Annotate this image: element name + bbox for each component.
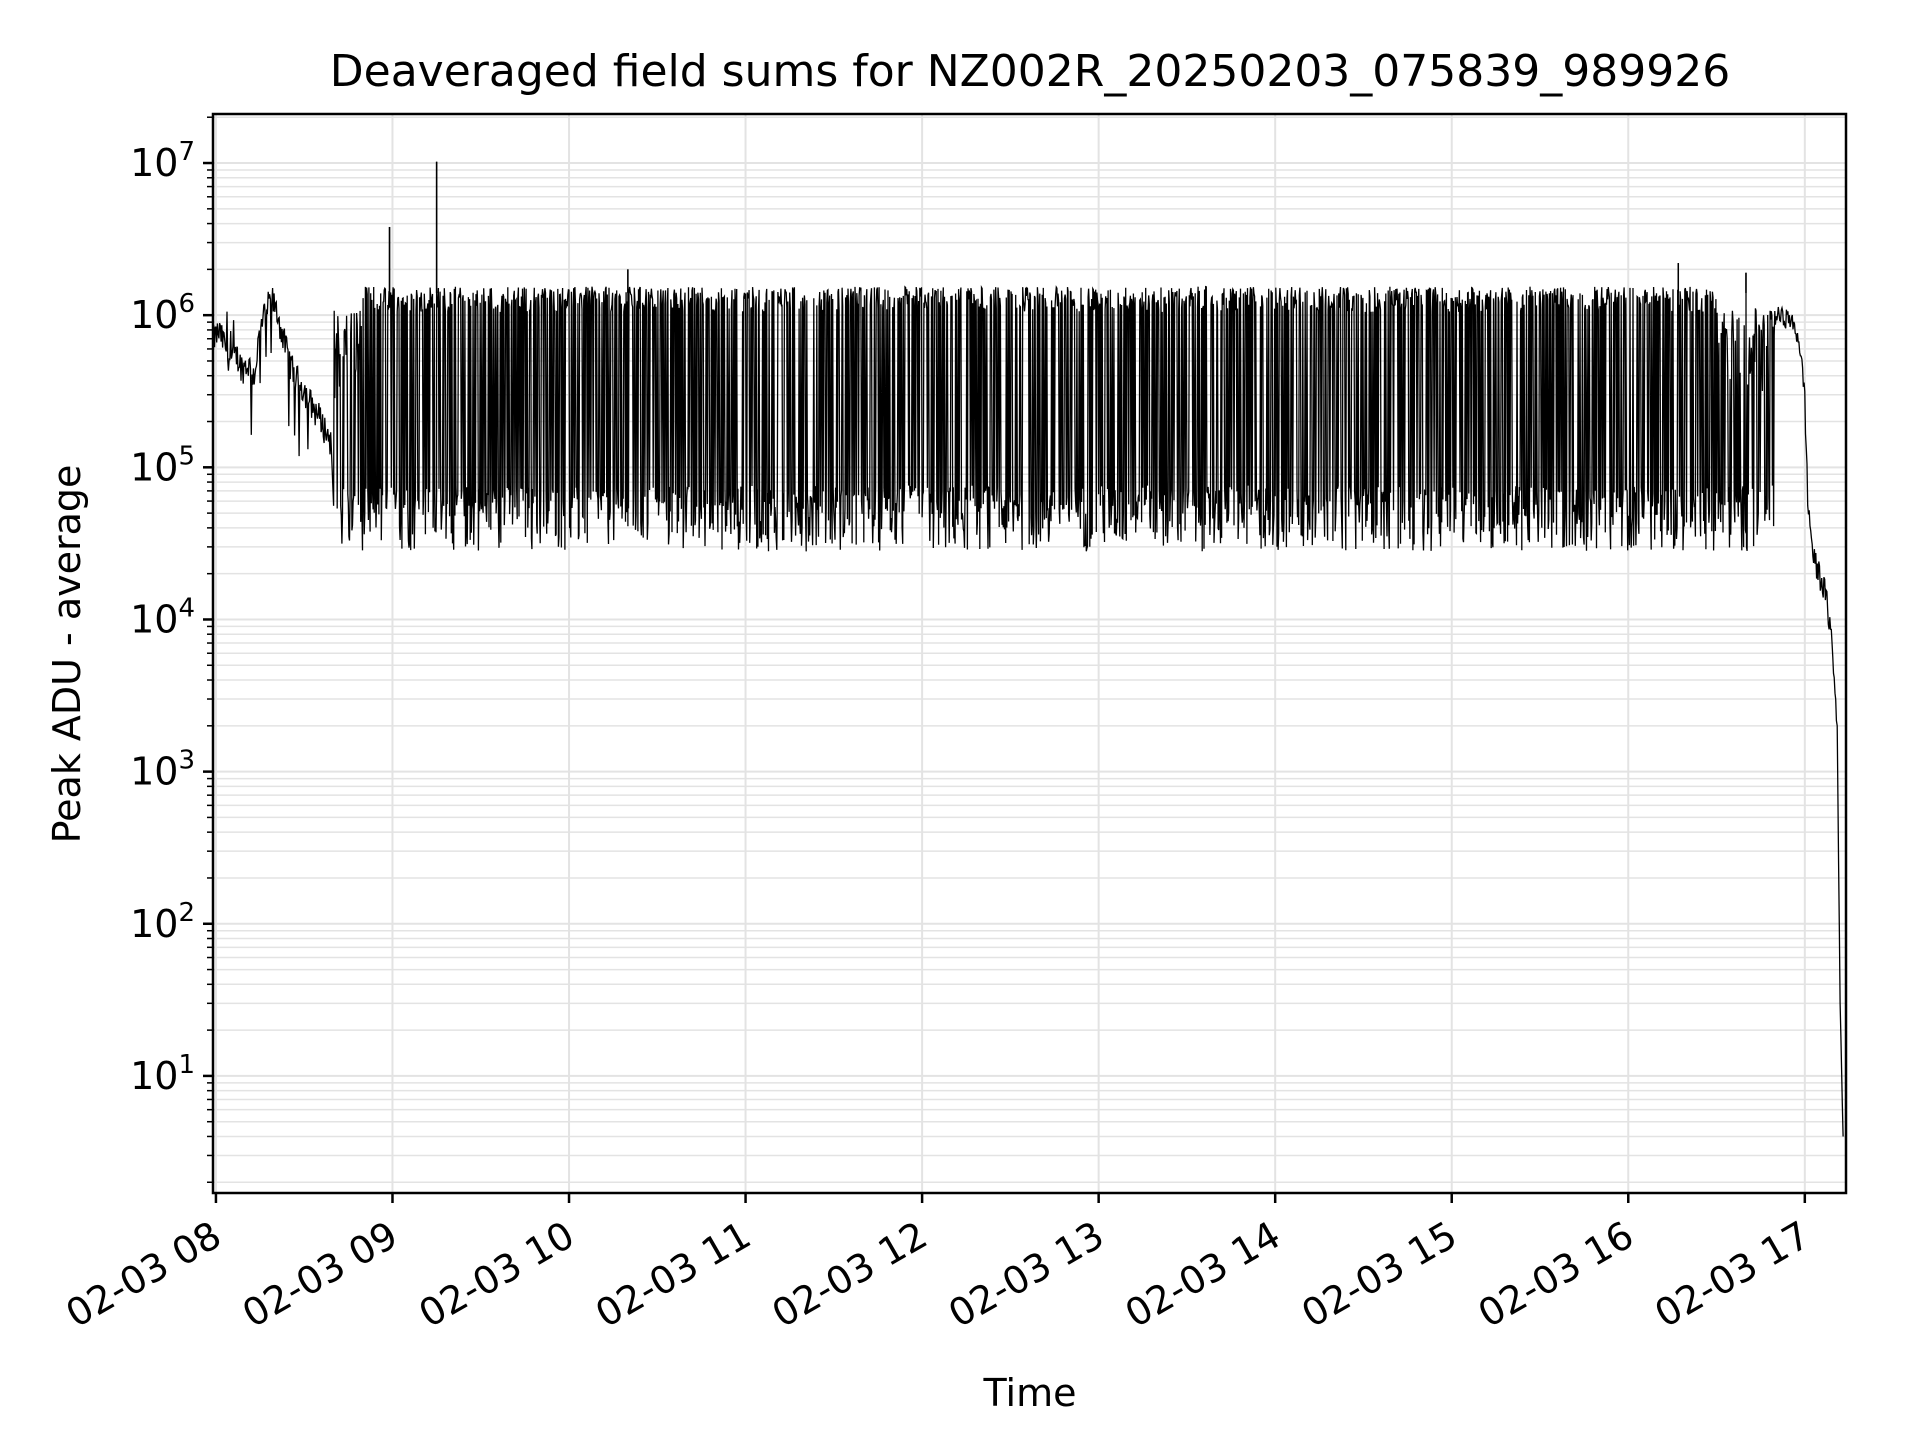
y-tick-label-0: 101 xyxy=(130,1050,195,1098)
y-tick-label-4: 105 xyxy=(130,441,195,489)
chart-title: Deaveraged field sums for NZ002R_2025020… xyxy=(330,46,1730,97)
y-tick-label-1: 102 xyxy=(130,898,195,946)
y-axis-label: Peak ADU - average xyxy=(45,465,89,844)
y-tick-label-2: 103 xyxy=(130,746,195,794)
y-axis: 101 102 103 104 105 106 107 xyxy=(130,116,213,1184)
y-tick-label-6: 107 xyxy=(130,137,195,185)
data-layer xyxy=(212,161,1844,1137)
data-series-line xyxy=(212,161,1844,1137)
y-tick-label-5: 106 xyxy=(130,289,195,337)
y-tick-label-3: 104 xyxy=(130,593,195,641)
x-axis-label: Time xyxy=(983,1371,1077,1415)
